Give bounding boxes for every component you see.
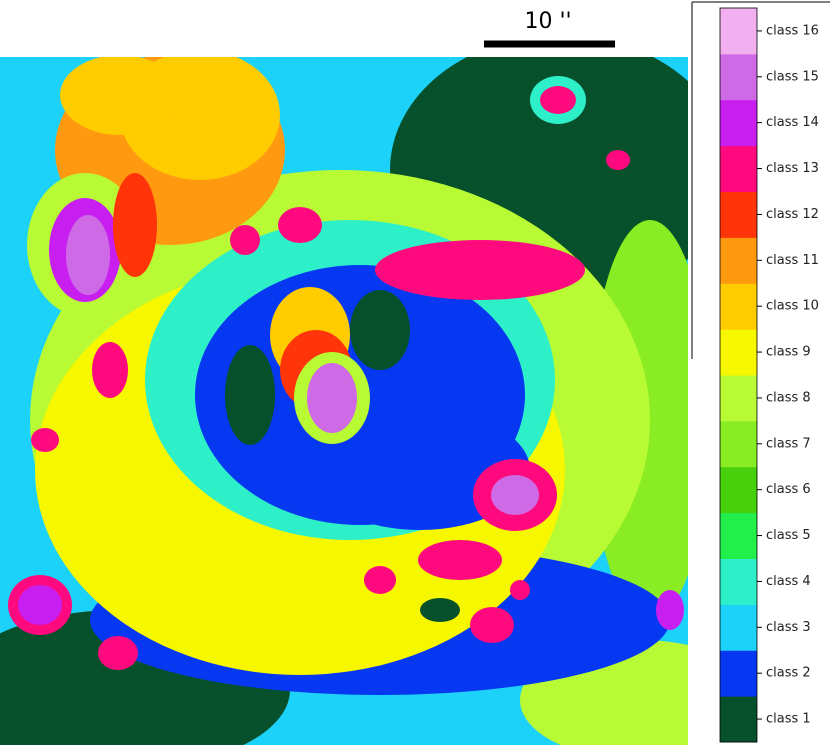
map-region bbox=[418, 540, 502, 580]
map-region bbox=[225, 345, 275, 445]
colorbar-cell bbox=[720, 329, 757, 376]
colorbar-cell bbox=[720, 420, 757, 468]
colorbar-label: class 1 bbox=[766, 712, 811, 727]
map-region bbox=[656, 590, 684, 630]
map-region bbox=[278, 207, 322, 243]
colorbar-frame bbox=[719, 7, 758, 743]
map-region bbox=[66, 215, 110, 295]
scale-bar-label: 10 '' bbox=[524, 9, 571, 34]
colorbar-label: class 8 bbox=[766, 390, 811, 405]
colorbar-label: class 16 bbox=[766, 23, 819, 38]
colorbar-label: class 3 bbox=[766, 620, 811, 635]
colorbar-cell bbox=[720, 512, 757, 559]
map-region bbox=[375, 240, 585, 300]
colorbar-cell bbox=[720, 375, 757, 422]
colorbar-cell bbox=[720, 283, 757, 330]
colorbar-label: class 6 bbox=[766, 482, 811, 497]
colorbar-cell bbox=[720, 650, 757, 697]
colorbar-label: class 5 bbox=[766, 528, 811, 543]
map-region bbox=[230, 225, 260, 255]
classification-map bbox=[0, 57, 688, 745]
map-region bbox=[470, 607, 514, 643]
colorbar-label: class 12 bbox=[766, 207, 819, 222]
map-region bbox=[98, 636, 138, 670]
map-region bbox=[18, 585, 62, 625]
map-region bbox=[540, 86, 576, 114]
map-region bbox=[364, 566, 396, 594]
colorbar-cell bbox=[720, 8, 757, 55]
map-region bbox=[113, 173, 157, 277]
colorbar-cell bbox=[720, 237, 757, 284]
colorbar: class 1 class 2 class 3 class 4 class 5 class… bbox=[719, 7, 819, 743]
map-region bbox=[31, 428, 59, 452]
colorbar-cell bbox=[720, 99, 757, 147]
map-region bbox=[92, 342, 128, 398]
colorbar-label: class 10 bbox=[766, 299, 819, 314]
colorbar-label: class 9 bbox=[766, 345, 811, 360]
map-region bbox=[350, 290, 410, 370]
map-region bbox=[420, 598, 460, 622]
colorbar-label: class 13 bbox=[766, 161, 819, 176]
colorbar-cell bbox=[720, 696, 757, 743]
colorbar-cell bbox=[720, 466, 757, 514]
map-region bbox=[307, 363, 357, 433]
map-region bbox=[60, 57, 180, 135]
colorbar-cell bbox=[720, 191, 757, 238]
map-region bbox=[606, 150, 630, 170]
colorbar-label: class 2 bbox=[766, 666, 811, 681]
colorbar-label: class 7 bbox=[766, 436, 811, 451]
colorbar-cell bbox=[720, 604, 757, 651]
colorbar-label: class 4 bbox=[766, 574, 811, 589]
colorbar-label: class 15 bbox=[766, 69, 819, 84]
colorbar-label: class 14 bbox=[766, 115, 819, 130]
colorbar-cell bbox=[720, 558, 757, 605]
colorbar-cell bbox=[720, 53, 757, 101]
map-region bbox=[510, 580, 530, 600]
colorbar-label: class 11 bbox=[766, 253, 819, 268]
colorbar-cell bbox=[720, 145, 757, 192]
map-region bbox=[491, 475, 539, 515]
